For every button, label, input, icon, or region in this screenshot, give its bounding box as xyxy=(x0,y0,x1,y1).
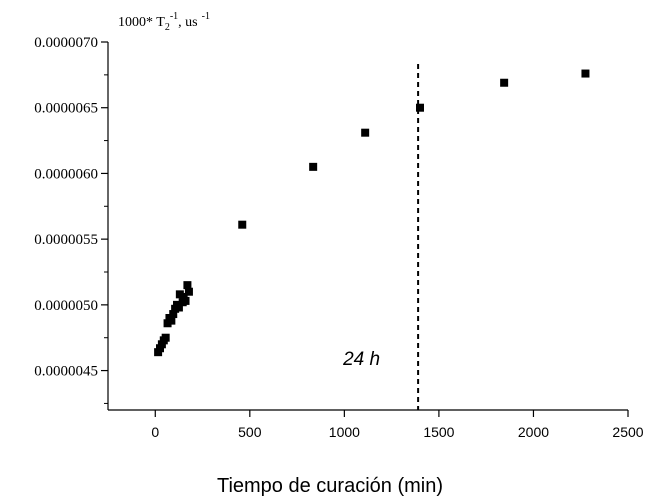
y-tick-label: 0.0000050 xyxy=(34,298,98,314)
data-point xyxy=(181,296,190,305)
data-points xyxy=(154,69,590,357)
data-point xyxy=(361,128,370,137)
y-tick-label: 0.0000060 xyxy=(34,166,98,182)
data-point xyxy=(238,220,247,229)
y-tick-label: 0.0000065 xyxy=(34,101,98,117)
data-point xyxy=(309,162,318,171)
data-point xyxy=(161,333,170,342)
data-point xyxy=(416,103,424,112)
x-tick-label: 2000 xyxy=(518,424,549,440)
data-point xyxy=(184,287,193,296)
y-tick-label: 0.0000045 xyxy=(34,364,98,380)
x-tick-label: 500 xyxy=(238,424,262,440)
x-tick-label: 1500 xyxy=(423,424,454,440)
y-tick-label: 0.0000070 xyxy=(34,35,98,51)
x-tick-label: 0 xyxy=(151,424,159,440)
data-point xyxy=(581,69,590,78)
x-ticks: 0 500 1000 1500 2000 2500 xyxy=(151,410,644,440)
x-axis-label: Tiempo de curación (min) xyxy=(217,475,443,497)
x-tick-label: 2500 xyxy=(612,424,643,440)
x-tick-label: 1000 xyxy=(329,424,360,440)
y-minor-ticks xyxy=(104,74,108,404)
y-axis: 0.0000045 0.0000050 0.0000055 0.0000060 0.00… xyxy=(34,35,109,410)
annotation-24h: 24 h xyxy=(342,349,380,370)
y-ticks: 0.0000045 0.0000050 0.0000055 0.0000060 0.00… xyxy=(34,35,108,380)
data-point xyxy=(500,78,509,87)
data-point xyxy=(169,310,178,319)
y-axis-label: 1000* T2-1, us -1 xyxy=(118,11,210,33)
data-point xyxy=(183,281,192,290)
x-axis: 0 500 1000 1500 2000 2500 xyxy=(108,409,644,440)
y-tick-label: 0.0000055 xyxy=(34,232,98,248)
data-point xyxy=(167,316,176,325)
data-point xyxy=(174,303,183,312)
